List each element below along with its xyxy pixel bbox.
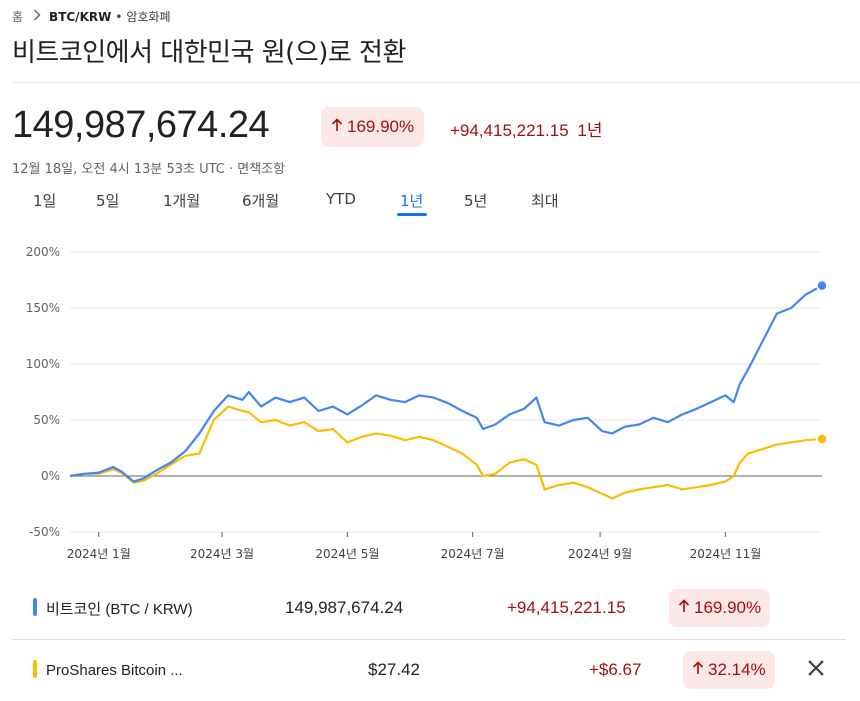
row-divider — [12, 639, 846, 640]
close-icon — [808, 660, 824, 676]
series-change-badge: 169.90% — [669, 589, 771, 627]
y-tick-label: 0% — [41, 469, 60, 483]
series-swatch-proshares — [33, 660, 37, 678]
series-change-abs: +94,415,221.15 — [507, 598, 626, 617]
y-tick-label: -50% — [29, 525, 60, 539]
series-end-point — [816, 433, 828, 445]
series-change-badge: 32.14% — [683, 651, 775, 689]
current-price: 149,987,674.24 — [12, 104, 270, 146]
change-period: 1년 — [577, 121, 603, 140]
y-tick-label: 50% — [33, 413, 60, 427]
arrow-up-icon — [331, 118, 343, 136]
tab-1y[interactable]: 1년 — [400, 192, 424, 210]
breadcrumb-separator: • — [115, 9, 123, 24]
series-line — [69, 284, 823, 483]
comparison-row-btc[interactable]: 비트코인 (BTC / KRW) 149,987,674.24 +94,415,… — [12, 584, 846, 632]
chart-area: 200% 150% 100% 50% 0% -50% 2024년 1월 2024년 3월 202… — [0, 230, 860, 570]
tab-ytd[interactable]: YTD — [326, 190, 356, 208]
x-tick-label: 2024년 11월 — [690, 547, 762, 561]
arrow-up-icon — [692, 661, 704, 679]
x-tick-label: 2024년 9월 — [568, 547, 632, 561]
comparison-row-proshares[interactable]: ProShares Bitcoin ... $27.42 +$6.67 32.1… — [12, 646, 846, 694]
arrow-up-icon — [678, 599, 690, 617]
tab-1d[interactable]: 1일 — [33, 192, 57, 210]
tab-5y[interactable]: 5년 — [464, 192, 488, 210]
change-percent: 169.90% — [347, 117, 415, 136]
x-tick-label: 2024년 1월 — [67, 547, 131, 561]
breadcrumb-category[interactable]: 암호화폐 — [126, 10, 171, 24]
breadcrumb-pair[interactable]: BTC/KRW — [49, 9, 112, 24]
page-title: 비트코인에서 대한민국 원(으)로 전환 — [12, 38, 406, 68]
tab-6m[interactable]: 6개월 — [242, 192, 280, 210]
change-absolute-value: +94,415,221.15 — [450, 121, 569, 140]
y-tick-label: 150% — [26, 301, 60, 315]
header-divider — [12, 82, 860, 83]
tab-max[interactable]: 최대 — [531, 192, 559, 210]
series-change-abs: +$6.67 — [589, 660, 642, 679]
x-tick-label: 2024년 7월 — [441, 547, 505, 561]
chevron-right-icon — [33, 9, 41, 24]
series-change-pct: 32.14% — [708, 660, 766, 679]
breadcrumb-home[interactable]: 홈 — [12, 10, 24, 24]
series-end-point — [816, 279, 828, 292]
series-line — [69, 405, 823, 500]
absolute-change: +94,415,221.15 1년 — [450, 116, 603, 141]
y-tick-label: 200% — [26, 245, 60, 259]
timestamp-disclaimer[interactable]: 12월 18일, 오전 4시 13분 53초 UTC · 면책조항 — [12, 162, 286, 177]
y-tick-label: 100% — [26, 357, 60, 371]
series-name: ProShares Bitcoin ... — [46, 661, 183, 679]
tab-1m[interactable]: 1개월 — [163, 192, 201, 210]
breadcrumb: 홈 BTC/KRW • 암호화폐 — [12, 8, 171, 25]
remove-comparison-button[interactable] — [804, 656, 828, 680]
x-tick-label: 2024년 3월 — [190, 547, 254, 561]
series-value: $27.42 — [368, 660, 420, 679]
line-chart[interactable]: 200% 150% 100% 50% 0% -50% 2024년 1월 2024년 3월 202… — [0, 230, 860, 570]
x-tick-label: 2024년 5월 — [315, 547, 379, 561]
series-value: 149,987,674.24 — [285, 598, 404, 617]
active-tab-indicator — [397, 213, 427, 216]
series-change-pct: 169.90% — [694, 598, 762, 617]
tab-5d[interactable]: 5일 — [96, 192, 120, 210]
series-swatch-btc — [33, 598, 37, 616]
change-percent-badge: 169.90% — [321, 107, 425, 147]
series-name: 비트코인 (BTC / KRW) — [46, 600, 193, 618]
